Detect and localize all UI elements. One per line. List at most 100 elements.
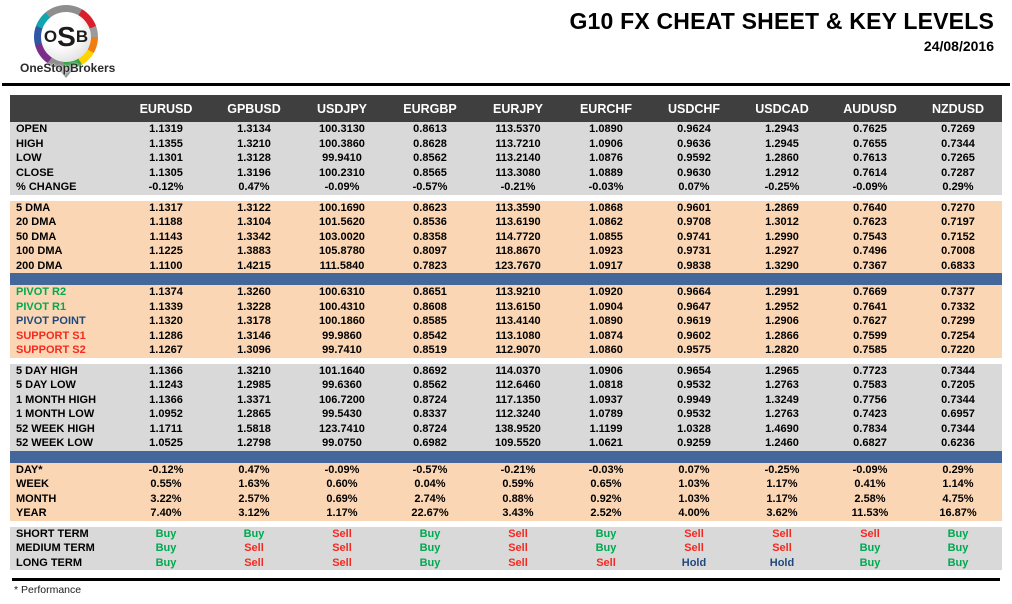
cell-value: 0.7332 [914, 299, 1002, 314]
cell-value: 1.3134 [210, 122, 298, 137]
cell-value: 113.3590 [474, 200, 562, 215]
row-label: 50 DMA [10, 229, 122, 244]
cell-value: 0.92% [562, 491, 650, 506]
cell-value: 1.1339 [122, 299, 210, 314]
cell-value: 1.2945 [738, 136, 826, 151]
cell-value: 0.9636 [650, 136, 738, 151]
cell-value: -0.09% [298, 180, 386, 195]
cell-value: -0.09% [826, 180, 914, 195]
cell-value: 99.0750 [298, 436, 386, 451]
cell-value: 1.0952 [122, 407, 210, 422]
cell-value: 1.4215 [210, 258, 298, 273]
cell-value: 0.7723 [826, 363, 914, 378]
cell-value: 1.3249 [738, 392, 826, 407]
column-header: EURJPY [474, 95, 562, 122]
cell-value: 1.1301 [122, 151, 210, 166]
cell-value: 0.29% [914, 180, 1002, 195]
cell-value: 1.1319 [122, 122, 210, 137]
cell-value: 1.2991 [738, 285, 826, 300]
table-row: SUPPORT S2 1.1267 1.3096 99.7410 0.8519 112.9… [10, 343, 1002, 358]
cell-value: 0.7834 [826, 421, 914, 436]
cell-value: 1.2952 [738, 299, 826, 314]
table-row: % CHANGE -0.12% 0.47% -0.09% -0.57% -0.21% -0.… [10, 180, 1002, 195]
cell-value: 0.47% [210, 462, 298, 477]
cell-value: 114.0370 [474, 363, 562, 378]
cell-value: 0.7543 [826, 229, 914, 244]
cell-value: 1.3290 [738, 258, 826, 273]
cell-value: 0.59% [474, 477, 562, 492]
cell-value: 0.9259 [650, 436, 738, 451]
cell-value: -0.25% [738, 462, 826, 477]
cell-value: 100.2310 [298, 165, 386, 180]
column-header: USDJPY [298, 95, 386, 122]
cell-value: 1.63% [210, 477, 298, 492]
cell-value: 0.8623 [386, 200, 474, 215]
cell-value: 0.9741 [650, 229, 738, 244]
cell-value: -0.25% [738, 180, 826, 195]
table-row: CLOSE 1.1305 1.3196 100.2310 0.8565 113.3080 1… [10, 165, 1002, 180]
table-row: 1 MONTH LOW 1.0952 1.2865 99.5430 0.8337 112.… [10, 407, 1002, 422]
cell-value: Sell [562, 555, 650, 570]
cell-value: 123.7410 [298, 421, 386, 436]
cell-value: 2.74% [386, 491, 474, 506]
column-header: USDCAD [738, 95, 826, 122]
header-divider-rule [2, 83, 1010, 86]
cell-value: Buy [122, 526, 210, 541]
table-row: 50 DMA 1.1143 1.3342 103.0020 0.8358 114.7720… [10, 229, 1002, 244]
cell-value: Sell [650, 526, 738, 541]
title-block: G10 FX CHEAT SHEET & KEY LEVELS 24/08/20… [569, 8, 994, 54]
section-spacer [10, 357, 1002, 364]
cell-value: 100.6310 [298, 285, 386, 300]
column-header: NZDUSD [914, 95, 1002, 122]
cell-value: 22.67% [386, 506, 474, 521]
column-header: EURUSD [122, 95, 210, 122]
cell-value: 138.9520 [474, 421, 562, 436]
cell-value: 1.0874 [562, 328, 650, 343]
fx-table: EURUSD GPBUSD USDJPY EURGBP EURJPY EURCHF USDC… [10, 95, 1002, 570]
cell-value: 2.57% [210, 491, 298, 506]
cell-value: 0.9592 [650, 151, 738, 166]
cell-value: 1.3228 [210, 299, 298, 314]
cell-value: 0.7270 [914, 200, 1002, 215]
cell-value: 0.6236 [914, 436, 1002, 451]
cell-value: 1.0904 [562, 299, 650, 314]
cell-value: 101.5620 [298, 215, 386, 230]
cell-value: Buy [122, 555, 210, 570]
cell-value: 1.2865 [210, 407, 298, 422]
cell-value: -0.12% [122, 462, 210, 477]
cell-value: Buy [386, 555, 474, 570]
cell-value: 2.58% [826, 491, 914, 506]
cell-value: Sell [474, 555, 562, 570]
cell-value: -0.03% [562, 462, 650, 477]
cell-value: Sell [298, 555, 386, 570]
cell-value: 1.0855 [562, 229, 650, 244]
cell-value: 100.4310 [298, 299, 386, 314]
cell-value: Buy [562, 526, 650, 541]
row-label: DAY* [10, 462, 122, 477]
cell-value: 1.2866 [738, 328, 826, 343]
cell-value: 1.3128 [210, 151, 298, 166]
row-label: CLOSE [10, 165, 122, 180]
cell-value: 0.07% [650, 462, 738, 477]
cell-value: 0.69% [298, 491, 386, 506]
cell-value: Sell [826, 526, 914, 541]
cell-value: Sell [298, 541, 386, 556]
cell-value: 0.04% [386, 477, 474, 492]
cell-value: 1.0920 [562, 285, 650, 300]
cell-value: 105.8780 [298, 244, 386, 259]
cell-value: 0.41% [826, 477, 914, 492]
row-label: 52 WEEK HIGH [10, 421, 122, 436]
cell-value: -0.21% [474, 462, 562, 477]
cell-value: 0.7344 [914, 392, 1002, 407]
cell-value: 1.14% [914, 477, 1002, 492]
cell-value: 0.60% [298, 477, 386, 492]
column-header: GPBUSD [210, 95, 298, 122]
cell-value: 0.9575 [650, 343, 738, 358]
cell-value: 0.7613 [826, 151, 914, 166]
cell-value: 1.1305 [122, 165, 210, 180]
section-spacer [10, 520, 1002, 527]
cell-value: 1.1188 [122, 215, 210, 230]
cell-value: 112.6460 [474, 378, 562, 393]
